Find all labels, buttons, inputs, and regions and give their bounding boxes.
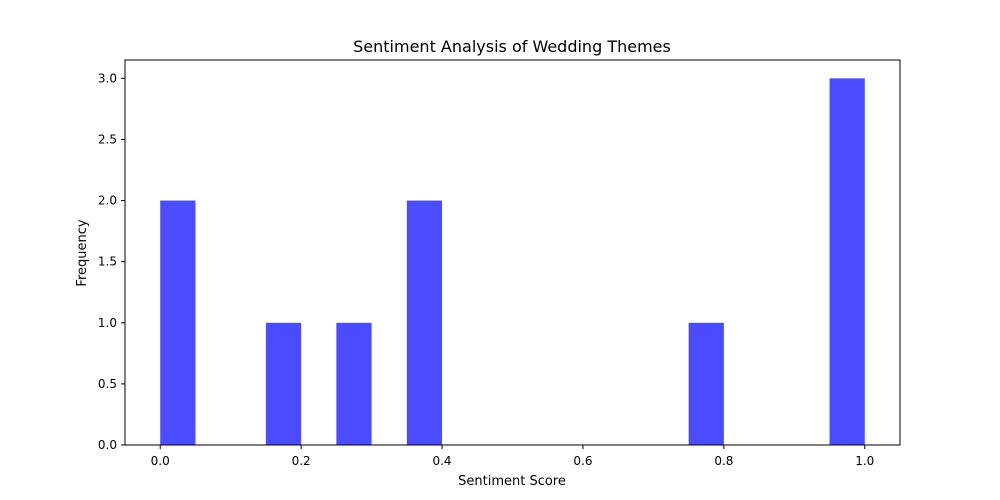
y-tick-label: 1.5	[98, 255, 117, 269]
y-tick-label: 0.0	[98, 438, 117, 452]
histogram-bar-2	[336, 322, 372, 445]
x-tick-label: 1.0	[855, 454, 874, 468]
x-tick-label: 0.0	[151, 454, 170, 468]
chart-title: Sentiment Analysis of Wedding Themes	[353, 37, 671, 56]
histogram-bar-3	[406, 200, 443, 445]
plot-frame	[124, 59, 901, 446]
x-axis-ticks: 0.0 0.2 0.4 0.6 0.8 1.0	[151, 445, 874, 468]
y-tick-label: 2.0	[98, 194, 117, 208]
histogram-bar-0	[160, 200, 196, 445]
y-tick-label: 1.0	[98, 316, 117, 330]
bars-group	[160, 78, 865, 445]
y-tick-label: 3.0	[98, 71, 117, 85]
y-axis-label: Frequency	[75, 219, 90, 286]
x-tick-label: 0.8	[714, 454, 733, 468]
x-axis-label: Sentiment Score	[458, 474, 566, 489]
histogram-bar-5	[829, 78, 865, 445]
y-tick-label: 2.5	[98, 132, 117, 146]
histogram-bar-4	[688, 322, 724, 445]
x-tick-label: 0.6	[573, 454, 592, 468]
x-tick-label: 0.4	[432, 454, 451, 468]
y-tick-label: 0.5	[98, 377, 117, 391]
x-tick-label: 0.2	[292, 454, 311, 468]
histogram-bar-1	[265, 322, 302, 445]
y-axis-ticks: 0.0 0.5 1.0 1.5 2.0 2.5 3.0	[98, 71, 125, 452]
